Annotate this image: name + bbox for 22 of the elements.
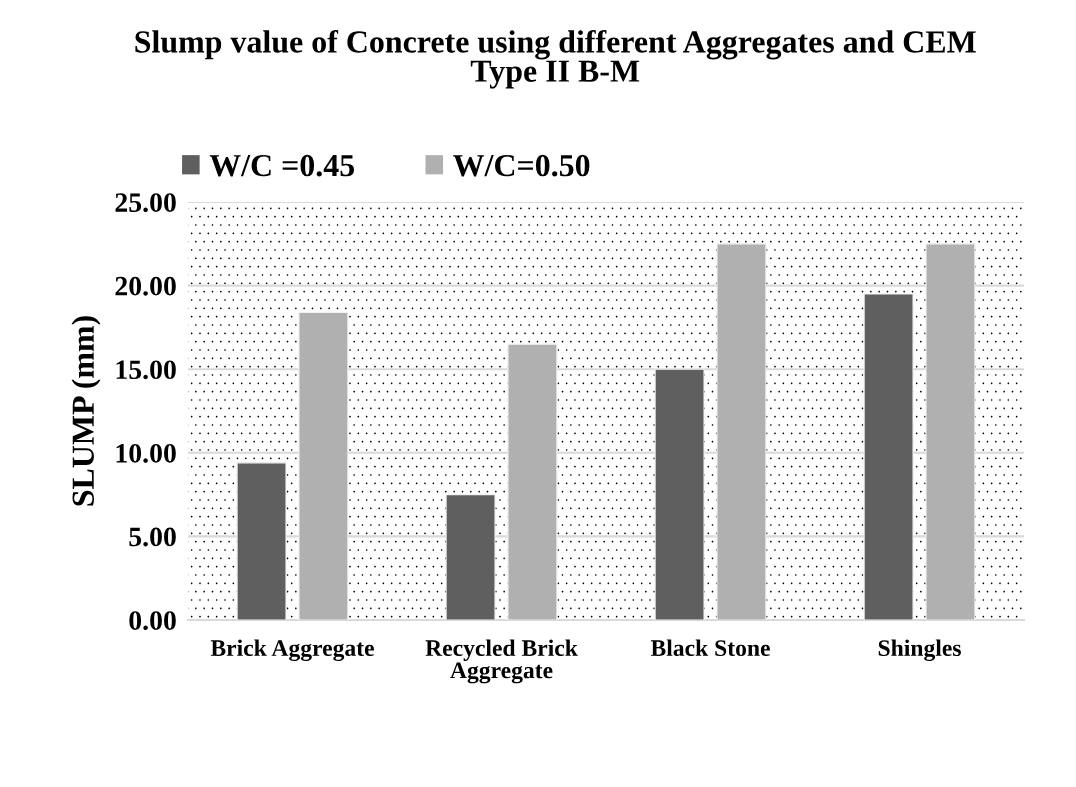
x-tick-label: Black Stone [650, 639, 770, 657]
bar [863, 293, 914, 620]
bar [654, 368, 705, 620]
chart-title: Slump value of Concrete using different Aggregates and CEM Type II B-M [135, 29, 976, 89]
bar [716, 243, 767, 620]
bar [445, 494, 496, 620]
y-tick-label: 5.00 [129, 527, 176, 547]
y-tick-label: 20.00 [115, 276, 176, 296]
y-tick-label: 10.00 [116, 443, 176, 463]
bar [925, 243, 976, 620]
x-tick-label: Brick Aggregate [210, 639, 374, 662]
y-tick-label: 15.00 [116, 360, 176, 380]
y-axis-title: SLUMP (mm) [71, 316, 101, 506]
y-tick-label: 0.00 [129, 611, 176, 631]
x-tick-label: Shingles [878, 639, 961, 662]
legend-label: W/C =0.45 [209, 154, 355, 177]
y-tick-label: 25.00 [115, 193, 176, 213]
legend-label: W/C=0.50 [453, 154, 590, 177]
bar [298, 311, 349, 620]
x-tick-label: Recycled Brick Aggregate [425, 639, 578, 684]
bar [507, 343, 558, 620]
bar [236, 462, 287, 620]
